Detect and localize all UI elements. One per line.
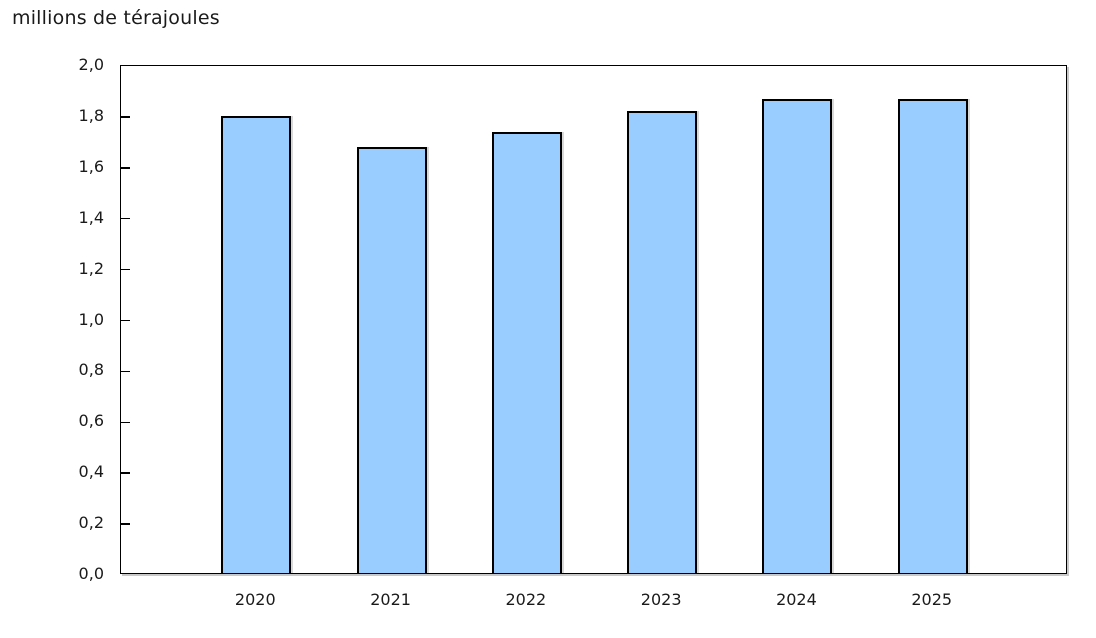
- x-tick-label: 2022: [505, 590, 547, 609]
- bar-2022: [491, 131, 562, 573]
- bar-2020: [221, 116, 292, 573]
- y-tick-label: 1,8: [78, 105, 104, 125]
- y-tick-label: 1,0: [78, 309, 104, 329]
- x-tick-label: 2023: [640, 590, 682, 609]
- y-tick-label: 0,8: [78, 360, 104, 380]
- y-tick-label: 2,0: [78, 55, 104, 74]
- y-tick-label: 0,2: [78, 513, 104, 533]
- y-axis-unit-label: millions de térajoules: [12, 7, 220, 29]
- y-tick-mark: [121, 421, 130, 424]
- bar-2023: [627, 111, 698, 573]
- y-tick-label: 0,0: [78, 564, 104, 583]
- plot-area: [120, 65, 1067, 574]
- bar-2024: [762, 98, 833, 573]
- y-tick-mark: [121, 319, 130, 322]
- y-tick-mark: [121, 472, 130, 474]
- y-tick-mark: [121, 268, 130, 271]
- x-tick-label: 2020: [234, 590, 276, 609]
- y-tick-label: 1,6: [78, 156, 104, 176]
- x-tick-label: 2025: [911, 590, 953, 609]
- y-tick-mark: [121, 217, 130, 220]
- y-tick-mark: [121, 523, 130, 525]
- x-tick-label: 2024: [776, 590, 817, 609]
- y-tick-mark: [121, 167, 130, 169]
- y-tick-label: 1,2: [78, 258, 104, 278]
- bar-2021: [356, 146, 427, 573]
- y-tick-label: 0,6: [78, 411, 104, 431]
- y-tick-label: 0,4: [78, 462, 104, 482]
- bar-2025: [897, 98, 968, 573]
- y-tick-mark: [121, 116, 130, 118]
- y-tick-label: 1,4: [78, 207, 104, 227]
- y-tick-mark: [121, 370, 130, 373]
- x-tick-label: 2021: [370, 590, 411, 609]
